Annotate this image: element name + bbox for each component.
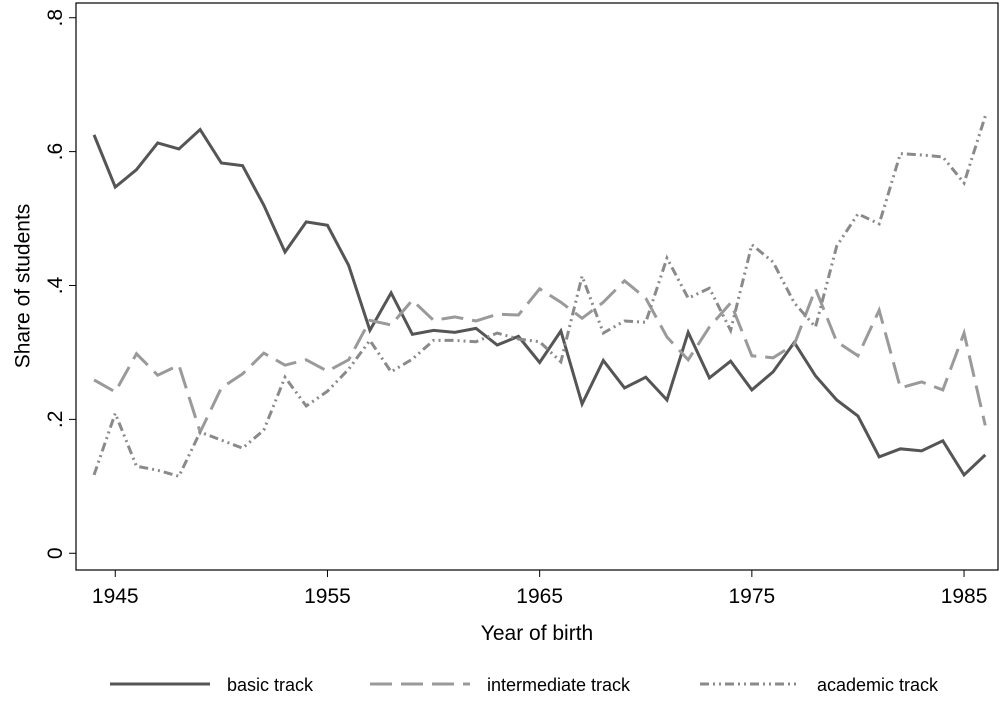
x-tick-label: 1945 [92,585,139,608]
y-tick-label: .4 [44,276,67,294]
legend-label: basic track [227,675,314,695]
legend-label: intermediate track [487,675,631,695]
series-line [92,127,987,478]
plot-frame [75,2,999,571]
y-tick-label: .8 [44,9,67,27]
legend-label: academic track [817,675,939,695]
y-tick-label: .2 [44,411,67,429]
series-line [92,115,987,479]
x-tick-label: 1975 [728,585,775,608]
series-line [93,278,987,437]
y-tick-label: 0 [44,547,67,559]
x-tick-label: 1965 [516,585,563,608]
x-tick-label: 1985 [941,585,988,608]
y-tick-label: .6 [44,143,67,161]
x-tick-label: 1955 [304,585,351,608]
y-axis-label: Share of students [12,204,35,369]
x-axis-label: Year of birth [481,622,593,645]
